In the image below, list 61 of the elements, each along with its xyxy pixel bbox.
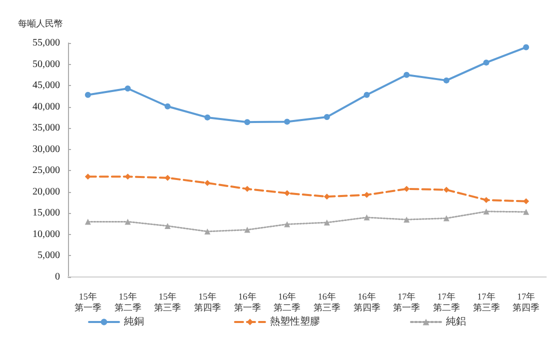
point bbox=[404, 216, 410, 223]
point bbox=[404, 72, 410, 78]
x-tick-label: 17年第二季 bbox=[432, 292, 460, 312]
point bbox=[324, 114, 330, 120]
y-tick-label: 45,000 bbox=[32, 80, 60, 92]
legend-label: 熱塑性塑膠 bbox=[270, 316, 320, 328]
legend-label: 純鋁 bbox=[446, 316, 466, 328]
point bbox=[483, 60, 490, 66]
point bbox=[84, 218, 91, 225]
x-tick-label: 16年第一季 bbox=[234, 292, 261, 312]
point bbox=[204, 114, 210, 120]
point bbox=[483, 208, 490, 214]
point bbox=[443, 186, 450, 193]
point bbox=[364, 92, 370, 98]
point bbox=[523, 44, 530, 50]
point bbox=[523, 198, 530, 204]
point bbox=[244, 119, 250, 126]
y-tick-label: 15,000 bbox=[32, 208, 60, 219]
point bbox=[364, 214, 370, 220]
point bbox=[284, 118, 290, 125]
y-tick-label: 10,000 bbox=[32, 228, 60, 240]
x-tick-label: 17年第一季 bbox=[393, 292, 420, 312]
y-tick-label: 35,000 bbox=[32, 122, 60, 134]
y-tick-label: 20,000 bbox=[32, 186, 60, 198]
y-tick-label: 5,000 bbox=[38, 250, 60, 262]
x-tick-label: 15年第二季 bbox=[114, 292, 142, 312]
point bbox=[284, 221, 290, 228]
point bbox=[84, 92, 91, 98]
point bbox=[204, 228, 210, 234]
point bbox=[404, 186, 410, 192]
x-tick-label: 15年第四季 bbox=[194, 292, 221, 312]
y-tick-label: 50,000 bbox=[32, 58, 60, 70]
point bbox=[204, 180, 210, 186]
x-tick-label: 16年第二季 bbox=[274, 292, 301, 312]
y-tick-label: 30,000 bbox=[32, 144, 60, 155]
point bbox=[84, 174, 91, 180]
legend-label: 純銅 bbox=[124, 316, 144, 328]
y-axis-title: 每噸人民幣 bbox=[18, 18, 63, 30]
point bbox=[164, 174, 171, 181]
y-tick-label: 0 bbox=[55, 272, 60, 282]
x-tick-label: 16年第四季 bbox=[353, 292, 380, 312]
x-tick-label: 16年第三季 bbox=[313, 292, 340, 312]
point bbox=[124, 86, 131, 92]
point bbox=[244, 226, 250, 233]
y-tick-label: 40,000 bbox=[32, 101, 60, 112]
y-tick-label: 25,000 bbox=[32, 165, 60, 176]
x-tick-label: 15年第一季 bbox=[74, 292, 102, 312]
point bbox=[164, 103, 171, 110]
y-tick-label: 55,000 bbox=[32, 38, 60, 48]
point bbox=[244, 186, 250, 192]
point bbox=[483, 196, 490, 203]
point bbox=[523, 208, 530, 215]
point bbox=[164, 222, 171, 229]
x-tick-label: 17年第三季 bbox=[472, 292, 500, 312]
point bbox=[324, 220, 330, 226]
x-tick-label: 17年第四季 bbox=[512, 292, 540, 312]
point bbox=[284, 190, 290, 196]
point bbox=[124, 218, 131, 225]
x-tick-label: 15年第三季 bbox=[154, 292, 182, 312]
point bbox=[443, 77, 450, 84]
point bbox=[443, 215, 450, 222]
